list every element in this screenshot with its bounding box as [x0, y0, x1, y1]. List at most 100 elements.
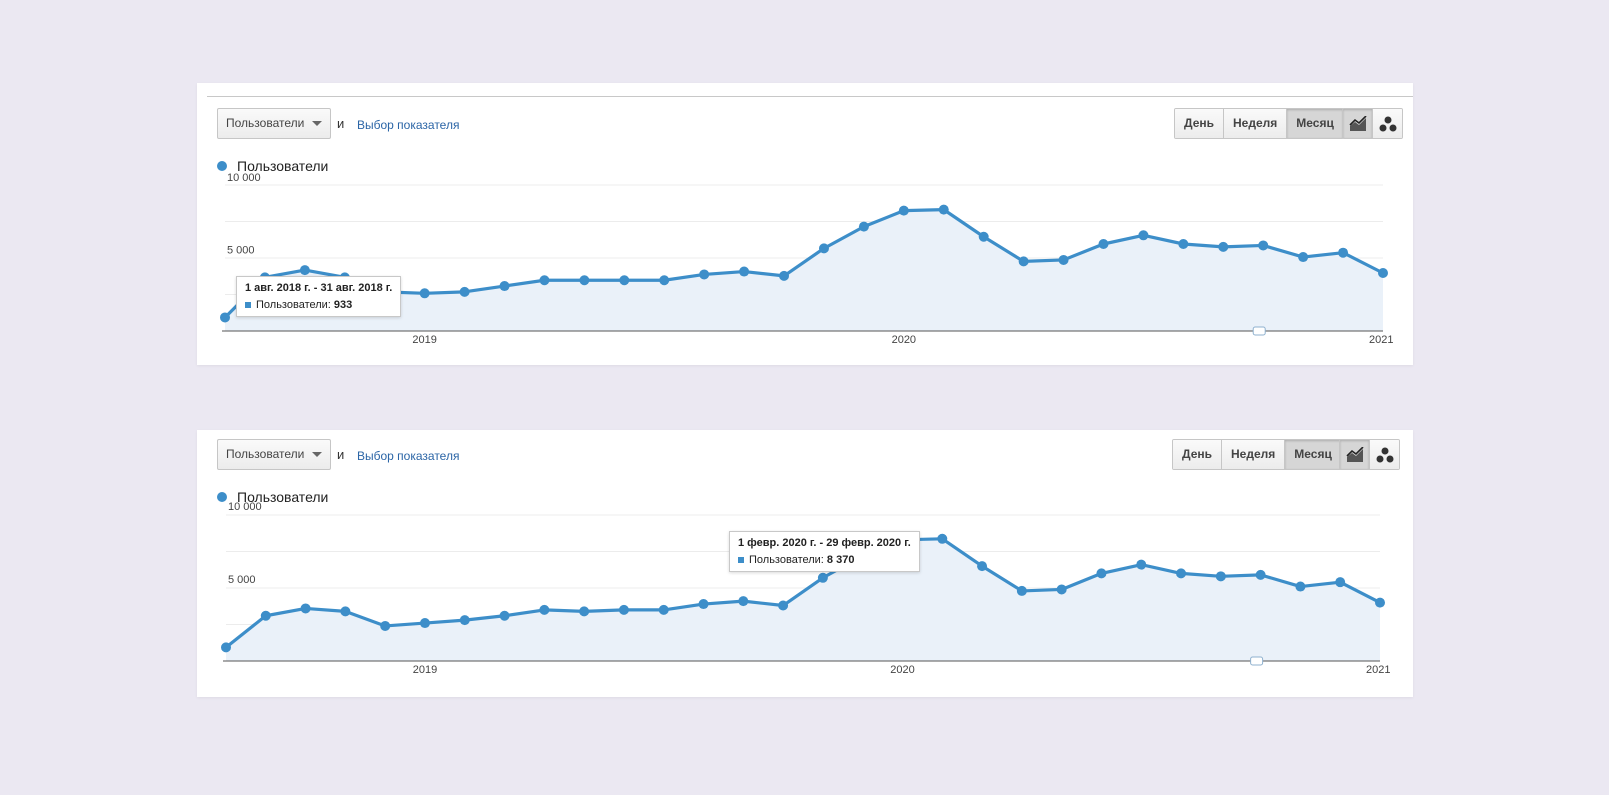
tooltip-value: 8 370 [826, 554, 855, 566]
data-point [459, 615, 470, 626]
data-point [419, 288, 430, 299]
x-tick-label: 2019 [413, 664, 437, 676]
period-day-button[interactable]: День [1175, 109, 1224, 138]
users-chart-1: 10 000 5 000 2019 2020 2021 [220, 172, 1393, 346]
legend-label: Пользователи [237, 489, 329, 505]
x-tick-label: 2020 [890, 664, 914, 676]
compare-metric-link[interactable]: Выбор показателя [357, 449, 460, 463]
data-point [499, 281, 510, 292]
series-area [225, 209, 1383, 331]
tooltip-series-name: Пользователи [256, 299, 328, 311]
y-tick-label: 5 000 [227, 245, 255, 257]
period-toggle: День Неделя Месяц [1172, 439, 1342, 470]
data-point [1096, 568, 1107, 579]
legend-label: Пользователи [237, 158, 329, 174]
metric-select[interactable]: Пользователи [217, 439, 331, 470]
metric-select[interactable]: Пользователи [217, 108, 331, 139]
y-tick-label: 10 000 [228, 501, 262, 513]
data-point [858, 221, 869, 232]
data-point [1335, 577, 1346, 588]
series-line [225, 537, 1381, 649]
data-point [618, 604, 629, 615]
tooltip-row: Пользователи: 8 370 [738, 554, 911, 566]
data-point [1178, 239, 1189, 249]
data-point [221, 642, 231, 653]
data-point [299, 265, 310, 276]
data-point [818, 243, 829, 254]
data-point [539, 604, 550, 615]
users-chart-2: 10 000 5 000 2019 2020 2021 [221, 501, 1390, 676]
chart-panel-2: Пользователи и Выбор показателя День Нед… [197, 430, 1413, 697]
period-week-button[interactable]: Неделя [1224, 109, 1288, 138]
data-point [937, 533, 948, 544]
motion-chart-button[interactable] [1372, 109, 1402, 138]
line-chart-button[interactable] [1343, 109, 1372, 138]
data-point [938, 204, 949, 215]
data-point [340, 606, 351, 617]
y-tick-label: 5 000 [228, 574, 256, 586]
data-point [658, 604, 669, 615]
data-point [1378, 268, 1388, 278]
data-point [539, 275, 550, 286]
data-point [898, 205, 909, 216]
chart-view-toggle [1342, 108, 1403, 139]
x-tick-label: 2021 [1366, 664, 1390, 676]
legend: Пользователи [217, 158, 328, 174]
data-point [738, 596, 749, 607]
series-area [226, 538, 1380, 661]
x-tick-label: 2020 [892, 334, 916, 346]
line-chart-icon [1345, 446, 1364, 462]
data-point [1056, 584, 1067, 595]
chart-tooltip: 1 февр. 2020 г. - 29 февр. 2020 г. Польз… [729, 531, 920, 572]
data-point [579, 275, 590, 286]
chart-panel-1: Пользователи и Выбор показателя День Нед… [197, 83, 1413, 365]
legend: Пользователи [217, 489, 328, 505]
tooltip-value: 933 [333, 299, 353, 311]
chart-view-toggle [1339, 439, 1400, 470]
data-point [1215, 571, 1226, 582]
data-point [380, 620, 391, 631]
data-point [778, 600, 789, 611]
data-point [300, 603, 311, 614]
y-tick-label: 10 000 [227, 172, 261, 184]
line-chart-button[interactable] [1340, 440, 1369, 469]
data-point [499, 610, 510, 621]
data-point [1338, 247, 1349, 258]
chevron-down-icon [312, 452, 322, 457]
data-point [1218, 241, 1229, 252]
metric-select-label: Пользователи [226, 447, 305, 461]
data-point [1176, 568, 1187, 579]
data-point [1016, 585, 1027, 596]
tooltip-series-marker [245, 302, 251, 309]
period-month-button[interactable]: Месяц [1287, 109, 1343, 138]
motion-chart-button[interactable] [1369, 440, 1399, 469]
data-point [1295, 581, 1306, 592]
period-week-button[interactable]: Неделя [1222, 440, 1286, 469]
metric-select-label: Пользователи [226, 116, 305, 130]
period-day-button[interactable]: День [1173, 440, 1222, 469]
x-tick-label: 2019 [412, 334, 436, 346]
data-point [699, 269, 710, 280]
motion-chart-icon [1376, 447, 1393, 462]
data-point [1098, 239, 1109, 249]
data-point [220, 312, 230, 323]
legend-marker [217, 492, 227, 502]
data-point [659, 275, 670, 286]
tooltip-date: 1 авг. 2018 г. - 31 авг. 2018 г. [245, 282, 393, 294]
data-point [1136, 559, 1147, 570]
data-point [1018, 256, 1029, 267]
divider [207, 96, 1413, 97]
data-point [579, 606, 590, 617]
tooltip-series-marker [738, 557, 744, 564]
data-point [779, 270, 790, 281]
data-point [459, 286, 470, 297]
motion-chart-icon [1379, 116, 1396, 131]
data-point [1375, 597, 1385, 608]
compare-metric-link[interactable]: Выбор показателя [357, 118, 460, 132]
annotation-marker [1252, 326, 1266, 336]
x-tick-label: 2021 [1369, 334, 1393, 346]
data-point [817, 572, 828, 583]
tooltip-date: 1 февр. 2020 г. - 29 февр. 2020 г. [738, 537, 911, 549]
period-month-button[interactable]: Месяц [1285, 440, 1341, 469]
tooltip-series-name: Пользователи [749, 554, 821, 566]
